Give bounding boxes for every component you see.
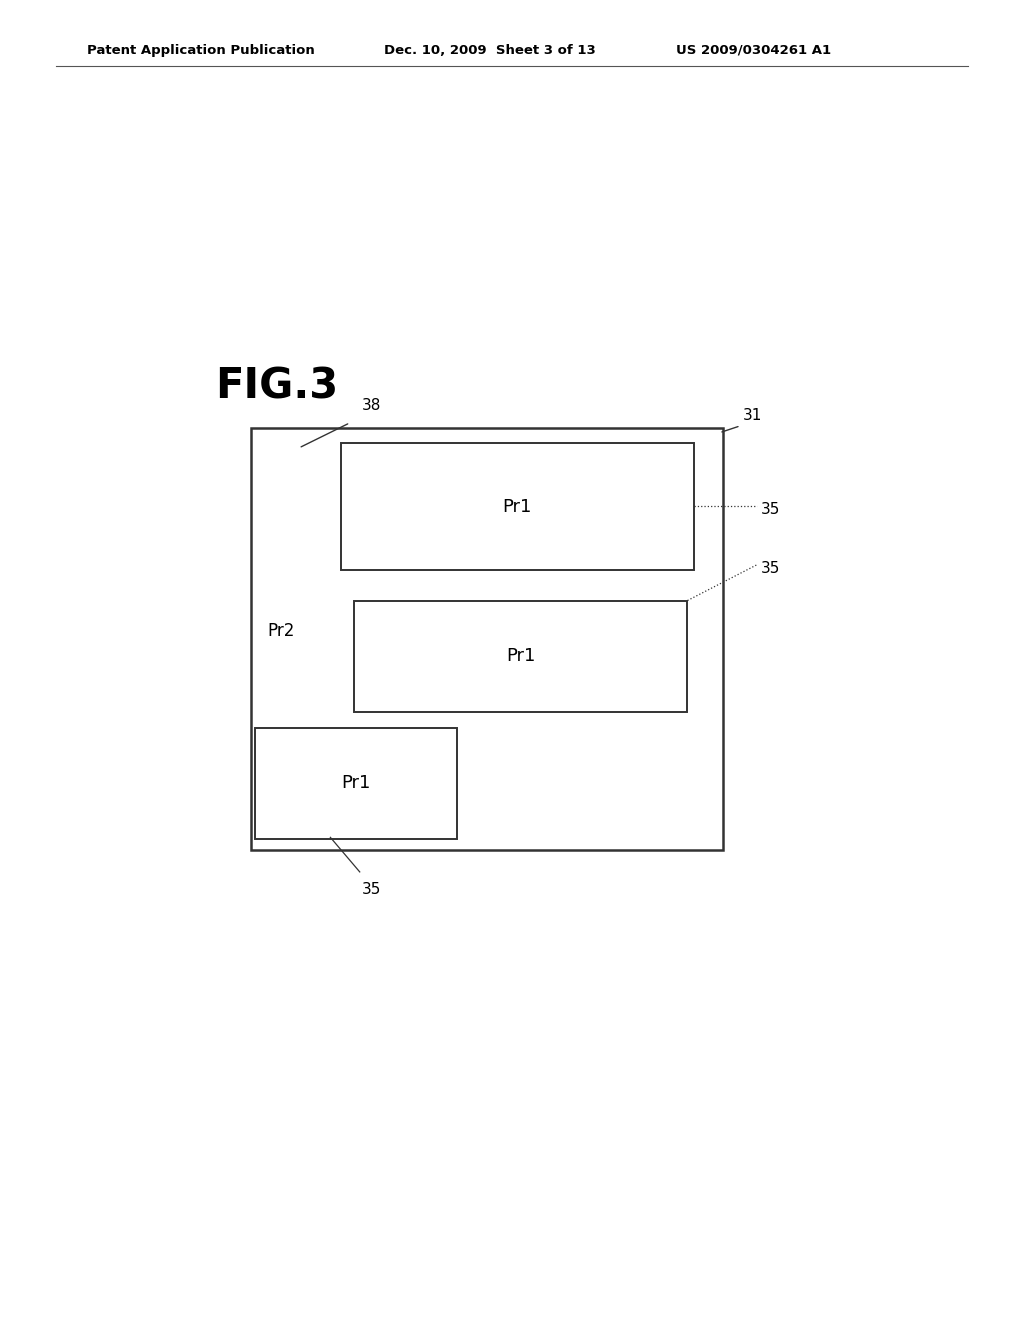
Text: Patent Application Publication: Patent Application Publication (87, 44, 314, 57)
Text: US 2009/0304261 A1: US 2009/0304261 A1 (676, 44, 830, 57)
Bar (341, 444, 694, 570)
Text: Dec. 10, 2009  Sheet 3 of 13: Dec. 10, 2009 Sheet 3 of 13 (384, 44, 596, 57)
Bar (354, 601, 687, 713)
Text: 31: 31 (743, 408, 763, 422)
Text: 35: 35 (761, 502, 780, 516)
Text: 35: 35 (761, 561, 780, 576)
Text: Pr1: Pr1 (341, 775, 371, 792)
Text: Pr2: Pr2 (267, 622, 294, 640)
Text: 35: 35 (362, 882, 382, 898)
Bar (251, 428, 723, 850)
Text: Pr1: Pr1 (506, 647, 536, 665)
Text: Pr1: Pr1 (503, 498, 531, 516)
Text: FIG.3: FIG.3 (215, 366, 339, 408)
Bar (255, 727, 458, 840)
Text: 38: 38 (362, 397, 382, 412)
